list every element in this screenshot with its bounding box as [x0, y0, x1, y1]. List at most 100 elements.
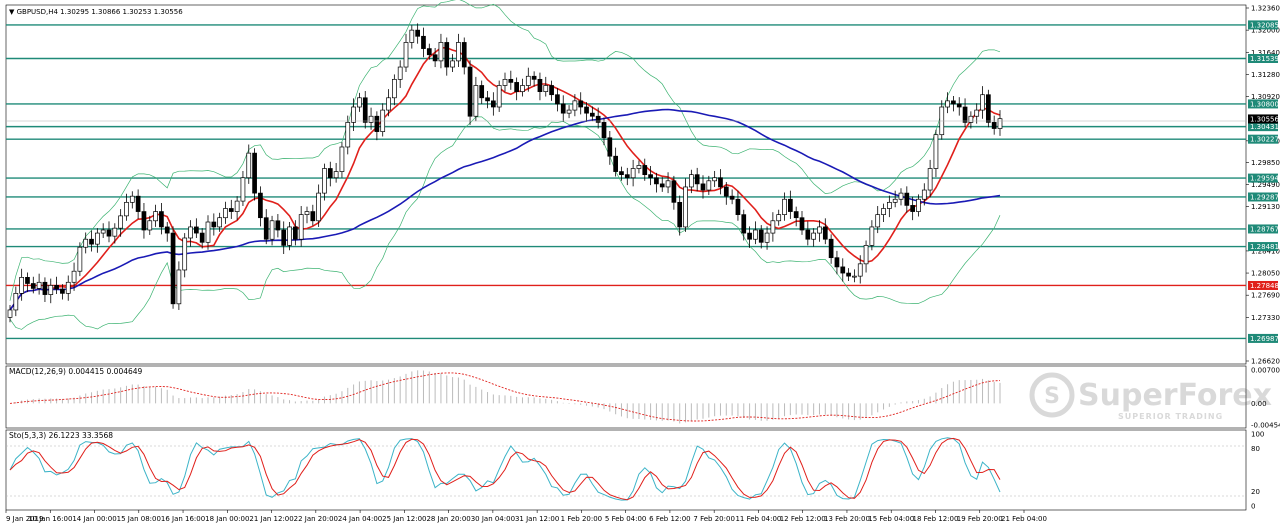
candle[interactable] — [421, 27, 426, 58]
candle[interactable] — [590, 106, 595, 122]
candle[interactable] — [671, 175, 677, 210]
candle[interactable] — [129, 191, 135, 209]
candle[interactable] — [898, 188, 904, 206]
candle[interactable] — [357, 92, 362, 112]
candle[interactable] — [945, 92, 950, 114]
candle[interactable] — [205, 215, 211, 250]
candle[interactable] — [100, 223, 106, 239]
candle[interactable] — [473, 76, 479, 122]
candle[interactable] — [13, 286, 19, 317]
candle[interactable] — [892, 190, 898, 208]
candle[interactable] — [560, 95, 566, 122]
candle[interactable] — [36, 273, 42, 295]
candle[interactable] — [677, 195, 683, 236]
candle[interactable] — [665, 172, 671, 194]
candle[interactable] — [659, 177, 665, 192]
candle[interactable] — [968, 111, 974, 129]
candle[interactable] — [904, 186, 910, 213]
candle[interactable] — [723, 182, 729, 205]
candle[interactable] — [397, 60, 403, 88]
candle[interactable] — [194, 218, 199, 239]
candle[interactable] — [176, 261, 182, 310]
candle[interactable] — [298, 206, 304, 247]
candle[interactable] — [351, 98, 356, 131]
candle[interactable] — [316, 184, 321, 227]
candle[interactable] — [735, 190, 741, 221]
candle[interactable] — [520, 78, 525, 97]
candle[interactable] — [426, 43, 432, 60]
candle[interactable] — [537, 72, 543, 101]
candle[interactable] — [217, 212, 222, 232]
candle[interactable] — [461, 37, 467, 75]
candle[interactable] — [543, 76, 549, 97]
candle[interactable] — [747, 226, 752, 248]
candle[interactable] — [25, 272, 30, 293]
candle[interactable] — [828, 234, 834, 264]
candle[interactable] — [555, 87, 560, 112]
candle[interactable] — [182, 233, 188, 278]
candle[interactable] — [805, 221, 811, 246]
candle[interactable] — [525, 67, 531, 92]
candle[interactable] — [782, 192, 787, 221]
candle[interactable] — [392, 74, 397, 106]
candle[interactable] — [170, 226, 176, 309]
candle[interactable] — [962, 98, 968, 128]
candle[interactable] — [997, 110, 1003, 136]
candle[interactable] — [700, 175, 706, 199]
macd-pane[interactable] — [5, 365, 1247, 429]
candle[interactable] — [54, 276, 59, 294]
candle[interactable] — [951, 95, 956, 112]
candle[interactable] — [403, 33, 409, 72]
candle[interactable] — [112, 223, 118, 244]
candle[interactable] — [95, 228, 100, 253]
candle[interactable] — [310, 204, 316, 226]
candle[interactable] — [153, 204, 158, 227]
candle[interactable] — [106, 221, 112, 243]
candle[interactable] — [345, 115, 351, 155]
candle[interactable] — [863, 240, 869, 273]
candle[interactable] — [753, 221, 758, 245]
candle[interactable] — [654, 172, 659, 193]
candle[interactable] — [729, 189, 735, 205]
candle[interactable] — [619, 166, 624, 181]
candle[interactable] — [362, 91, 368, 129]
candle[interactable] — [339, 142, 345, 178]
candle[interactable] — [444, 37, 450, 76]
candle[interactable] — [799, 210, 805, 235]
candle[interactable] — [479, 80, 485, 104]
candle[interactable] — [846, 268, 851, 282]
candle[interactable] — [712, 170, 717, 187]
candle[interactable] — [572, 94, 578, 117]
candle[interactable] — [718, 169, 723, 195]
candle[interactable] — [491, 92, 496, 116]
candle[interactable] — [118, 209, 123, 237]
candle[interactable] — [485, 91, 490, 109]
candle[interactable] — [502, 72, 508, 92]
candle[interactable] — [508, 70, 514, 90]
candle[interactable] — [694, 167, 700, 192]
candle[interactable] — [467, 60, 473, 125]
candle[interactable] — [77, 242, 83, 277]
candle[interactable] — [980, 86, 985, 119]
candle[interactable] — [840, 258, 846, 282]
candle[interactable] — [531, 71, 537, 87]
candle[interactable] — [706, 175, 712, 195]
candle[interactable] — [916, 194, 921, 217]
candle[interactable] — [19, 268, 24, 301]
candle[interactable] — [986, 89, 991, 128]
price-pane[interactable] — [5, 4, 1247, 365]
candle[interactable] — [822, 218, 828, 245]
candle[interactable] — [613, 147, 618, 177]
candle[interactable] — [258, 186, 263, 227]
candle[interactable] — [211, 213, 217, 236]
candle[interactable] — [683, 178, 688, 232]
candle[interactable] — [630, 159, 636, 187]
candle[interactable] — [887, 195, 892, 218]
candle[interactable] — [578, 92, 584, 115]
candle[interactable] — [223, 201, 228, 224]
candle[interactable] — [263, 209, 269, 245]
candle[interactable] — [875, 206, 881, 234]
candle[interactable] — [450, 54, 455, 72]
candle[interactable] — [834, 250, 840, 275]
stoch-pane[interactable] — [5, 429, 1247, 511]
